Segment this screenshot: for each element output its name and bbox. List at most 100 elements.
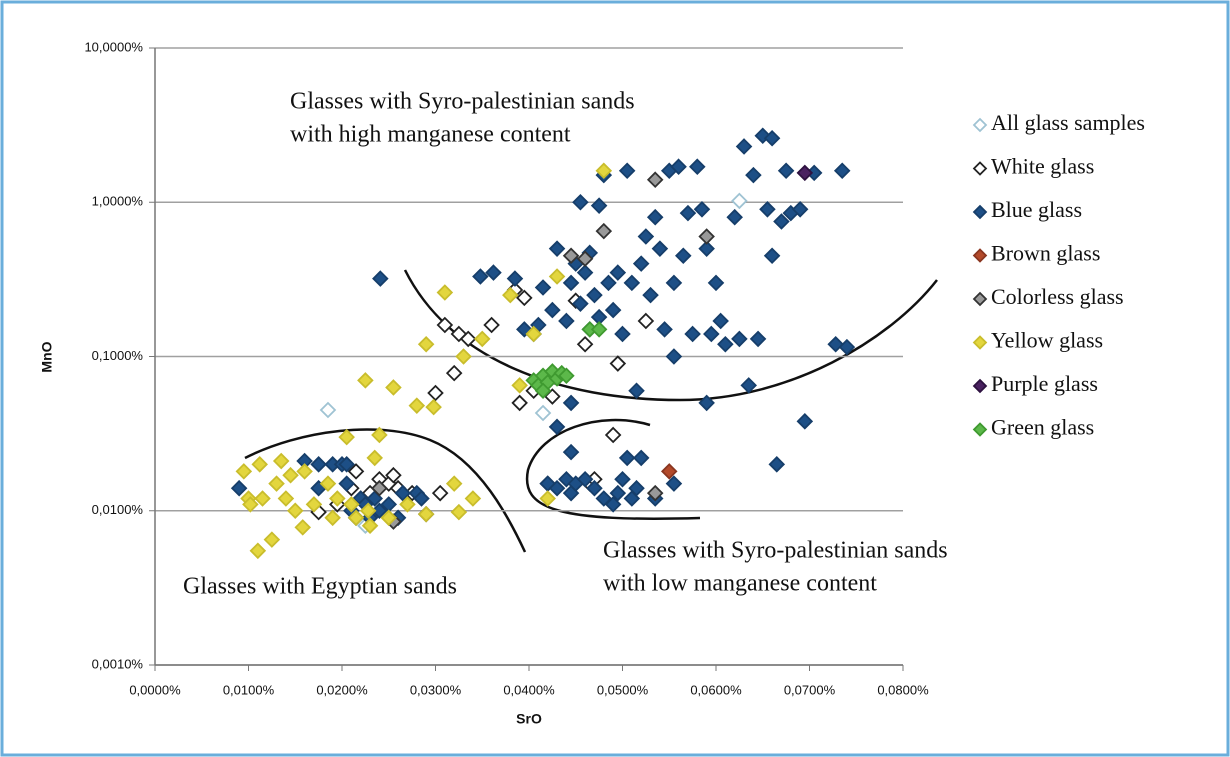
x-tick-label: 0,0800%: [877, 682, 929, 697]
point: [294, 519, 312, 536]
x-axis-label: SrO: [516, 711, 542, 727]
annotation: with high manganese content: [290, 122, 571, 148]
point: [679, 204, 697, 222]
point: [548, 418, 566, 436]
point: [525, 325, 542, 343]
curve-low: [525, 418, 701, 520]
point: [614, 325, 631, 343]
legend-marker: [972, 378, 988, 394]
point: [600, 274, 617, 292]
point: [506, 270, 524, 287]
point: [286, 502, 304, 520]
point: [329, 490, 346, 507]
point: [768, 456, 786, 473]
point: [763, 129, 781, 147]
point: [548, 479, 566, 497]
point: [459, 330, 477, 348]
y-tick-label: 0,1000%: [92, 348, 144, 363]
point: [539, 490, 556, 507]
legend-marker: [972, 117, 988, 133]
point: [485, 264, 502, 281]
point: [576, 336, 594, 353]
point: [534, 382, 552, 399]
point: [740, 377, 757, 394]
point: [632, 255, 650, 272]
point: [268, 475, 285, 492]
point: [235, 463, 253, 480]
point: [572, 193, 589, 211]
point: [731, 330, 748, 348]
point: [646, 208, 664, 226]
point: [562, 394, 580, 412]
point: [277, 490, 295, 507]
point: [483, 316, 500, 334]
point: [763, 247, 781, 265]
annotation: with low manganese content: [603, 571, 877, 597]
point: [305, 496, 323, 513]
point: [642, 286, 659, 304]
legend-marker: [972, 335, 988, 350]
point: [637, 312, 655, 330]
point: [408, 397, 426, 414]
point: [436, 284, 454, 301]
point: [319, 401, 337, 419]
point: [558, 312, 575, 330]
point: [618, 162, 636, 180]
legend-label: All glass samples: [991, 110, 1145, 135]
point: [604, 496, 622, 513]
point: [628, 382, 645, 399]
legend-marker: [972, 291, 988, 307]
point: [595, 222, 613, 240]
legend-label: Blue glass: [991, 197, 1082, 222]
point: [646, 171, 664, 188]
point: [660, 463, 678, 480]
annotation: Glasses with Egyptian sands: [183, 574, 457, 600]
point: [698, 228, 715, 245]
point: [586, 479, 603, 497]
point: [455, 348, 472, 365]
point: [703, 325, 720, 343]
y-tick-label: 0,0010%: [92, 656, 144, 671]
point: [343, 496, 360, 513]
point: [773, 213, 790, 230]
point: [319, 475, 337, 492]
point: [777, 162, 795, 180]
point: [590, 321, 608, 338]
point: [366, 449, 383, 467]
point: [827, 336, 844, 353]
point: [502, 286, 519, 304]
point: [576, 470, 594, 488]
point: [838, 338, 856, 356]
point: [249, 542, 267, 560]
point: [427, 384, 444, 402]
point: [372, 270, 389, 287]
point: [371, 479, 388, 497]
point: [251, 456, 268, 473]
point: [726, 208, 743, 226]
point: [511, 377, 528, 394]
point: [759, 201, 776, 218]
point: [665, 348, 683, 365]
point: [558, 367, 575, 385]
point: [347, 509, 365, 527]
point: [472, 268, 489, 285]
point: [445, 364, 463, 382]
point: [445, 475, 463, 492]
point: [698, 240, 715, 257]
x-tick-label: 0,0500%: [597, 682, 649, 697]
point: [712, 312, 729, 330]
point: [595, 162, 613, 180]
annotation: Glasses with Syro-palestinian sands: [290, 89, 635, 115]
point: [562, 443, 580, 461]
point: [254, 490, 271, 507]
legend-marker: [972, 248, 988, 263]
point: [628, 479, 645, 497]
point: [562, 247, 580, 265]
y-axis-label: MnO: [39, 341, 55, 372]
point: [646, 484, 664, 502]
legend-marker: [972, 161, 988, 176]
legend-label: Brown glass: [991, 241, 1100, 266]
legend-marker: [972, 422, 988, 437]
point: [425, 398, 442, 416]
